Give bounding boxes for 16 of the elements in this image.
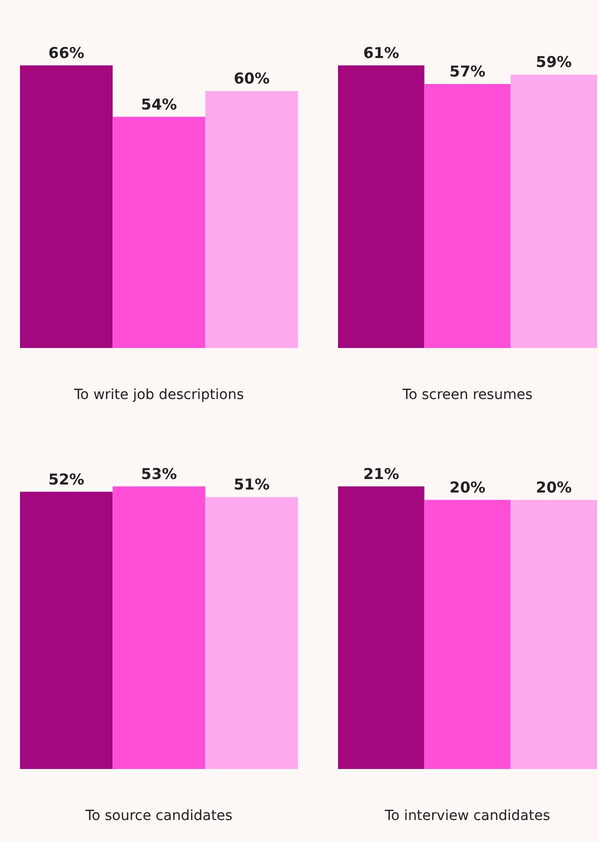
data-label: 53%	[141, 464, 177, 483]
data-label: 61%	[363, 44, 400, 62]
x-axis-title: To source candidates	[84, 808, 232, 824]
x-axis-title: To screen resumes	[402, 387, 532, 403]
data-label: 51%	[234, 476, 270, 494]
data-label: 52%	[48, 470, 84, 488]
x-axis-title: To write job descriptions	[73, 387, 244, 403]
data-label: 54%	[141, 95, 177, 114]
data-label: 57%	[450, 62, 486, 80]
data-label: 21%	[363, 464, 400, 483]
x-axis-title: To interview candidates	[384, 808, 550, 824]
data-label: 20%	[536, 478, 572, 496]
data-label: 20%	[450, 478, 486, 496]
data-label: 59%	[536, 53, 572, 72]
data-label: 60%	[234, 70, 270, 88]
data-label: 66%	[48, 44, 84, 62]
